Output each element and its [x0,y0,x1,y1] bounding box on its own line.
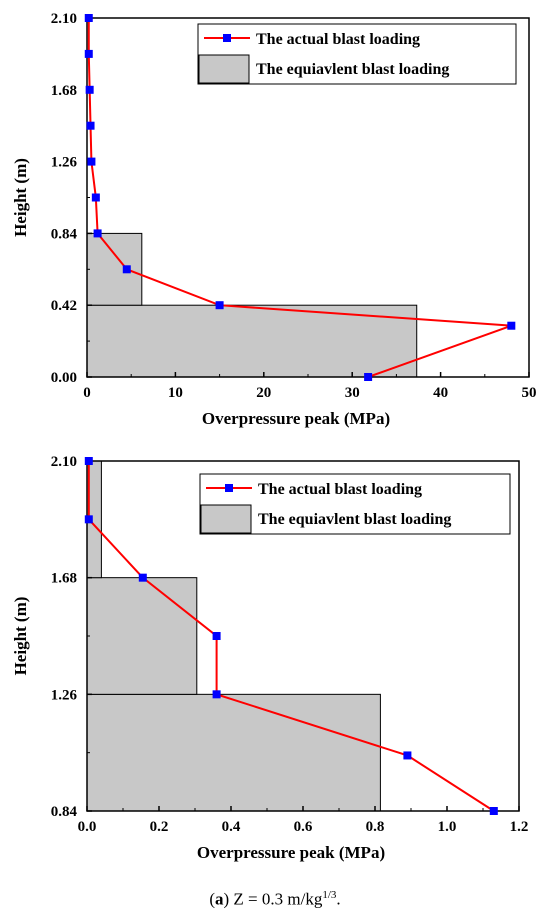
data-point [215,301,224,310]
x-tick-label: 1.2 [510,819,529,835]
y-tick-label: 2.10 [51,11,77,27]
x-tick-label: 0.4 [222,819,241,835]
data-point [85,85,94,94]
x-tick-label: 0.2 [150,819,169,835]
caption-letter: a [215,889,224,909]
caption-prefix: ( [209,889,215,909]
data-point [138,573,147,582]
data-point [93,229,102,238]
y-tick-label: 1.68 [51,83,77,99]
x-tick-label: 40 [433,385,448,401]
data-point [507,321,516,330]
legend-bar-swatch [198,54,250,84]
legend-label-actual: The actual blast loading [256,31,420,48]
equivalent-bar-1 [86,304,418,378]
data-point [122,265,131,274]
equivalent-bar-2 [86,577,198,695]
legend-label-equivalent: The equiavlent blast loading [256,61,449,78]
data-point [212,690,221,699]
data-point [91,193,100,202]
legend-label-actual: The actual blast loading [258,481,422,498]
y-tick-label: 1.68 [51,571,77,587]
legend-marker-swatch [225,484,233,492]
x-axis-label: Overpressure peak (MPa) [197,843,385,862]
x-tick-label: 0.6 [294,819,313,835]
y-axis-label: Height (m) [11,158,30,237]
data-point [84,515,93,524]
y-tick-label: 0.84 [51,226,78,242]
x-tick-label: 10 [168,385,183,401]
data-point [84,14,93,22]
caption-superscript: 1/3 [322,889,337,901]
data-point [84,49,93,58]
y-tick-label: 0.42 [51,298,77,314]
legend-label-equivalent: The equiavlent blast loading [258,511,451,528]
x-tick-label: 0.8 [366,819,385,835]
x-tick-label: 0 [83,385,91,401]
figure-caption: (a) Z = 0.3 m/kg1/3. [0,889,550,910]
y-tick-label: 0.00 [51,370,77,386]
y-axis-label: Height (m) [11,597,30,676]
data-point [84,457,93,465]
data-point [212,632,221,640]
legend-box [199,473,511,535]
chart-1: 0 10 20 30 40 50 0.00 0.42 0.84 1.26 1.68 2.10 Overp… [11,11,537,428]
legend-bar-swatch [200,504,252,534]
data-point [489,807,498,815]
x-tick-label: 0.0 [78,819,97,835]
data-point [86,121,95,130]
y-tick-label: 2.10 [51,454,77,470]
y-tick-label: 0.84 [51,804,78,820]
x-tick-label: 20 [256,385,271,401]
x-tick-label: 50 [522,385,537,401]
legend-box [197,23,517,85]
data-point [364,373,373,381]
x-tick-label: 1.0 [438,819,457,835]
caption-middle: ) Z = 0.3 m/kg [223,889,323,909]
caption-suffix: . [336,889,341,909]
legend: The actual blast loading The equiavlent b… [199,473,511,535]
chart-2: 0.0 0.2 0.4 0.6 0.8 1.0 1.2 0.84 1.26 1.68 2.10 Ove… [11,454,528,862]
x-axis-label: Overpressure peak (MPa) [202,409,390,428]
x-tick-label: 30 [345,385,360,401]
equivalent-bar-2 [86,232,143,306]
y-tick-label: 1.26 [51,687,78,703]
y-tick-label: 1.26 [51,155,78,171]
legend-marker-swatch [223,34,231,42]
data-point [87,157,96,166]
legend: The actual blast loading The equiavlent b… [197,23,517,85]
equivalent-bar-1 [86,693,381,812]
data-point [403,751,412,760]
